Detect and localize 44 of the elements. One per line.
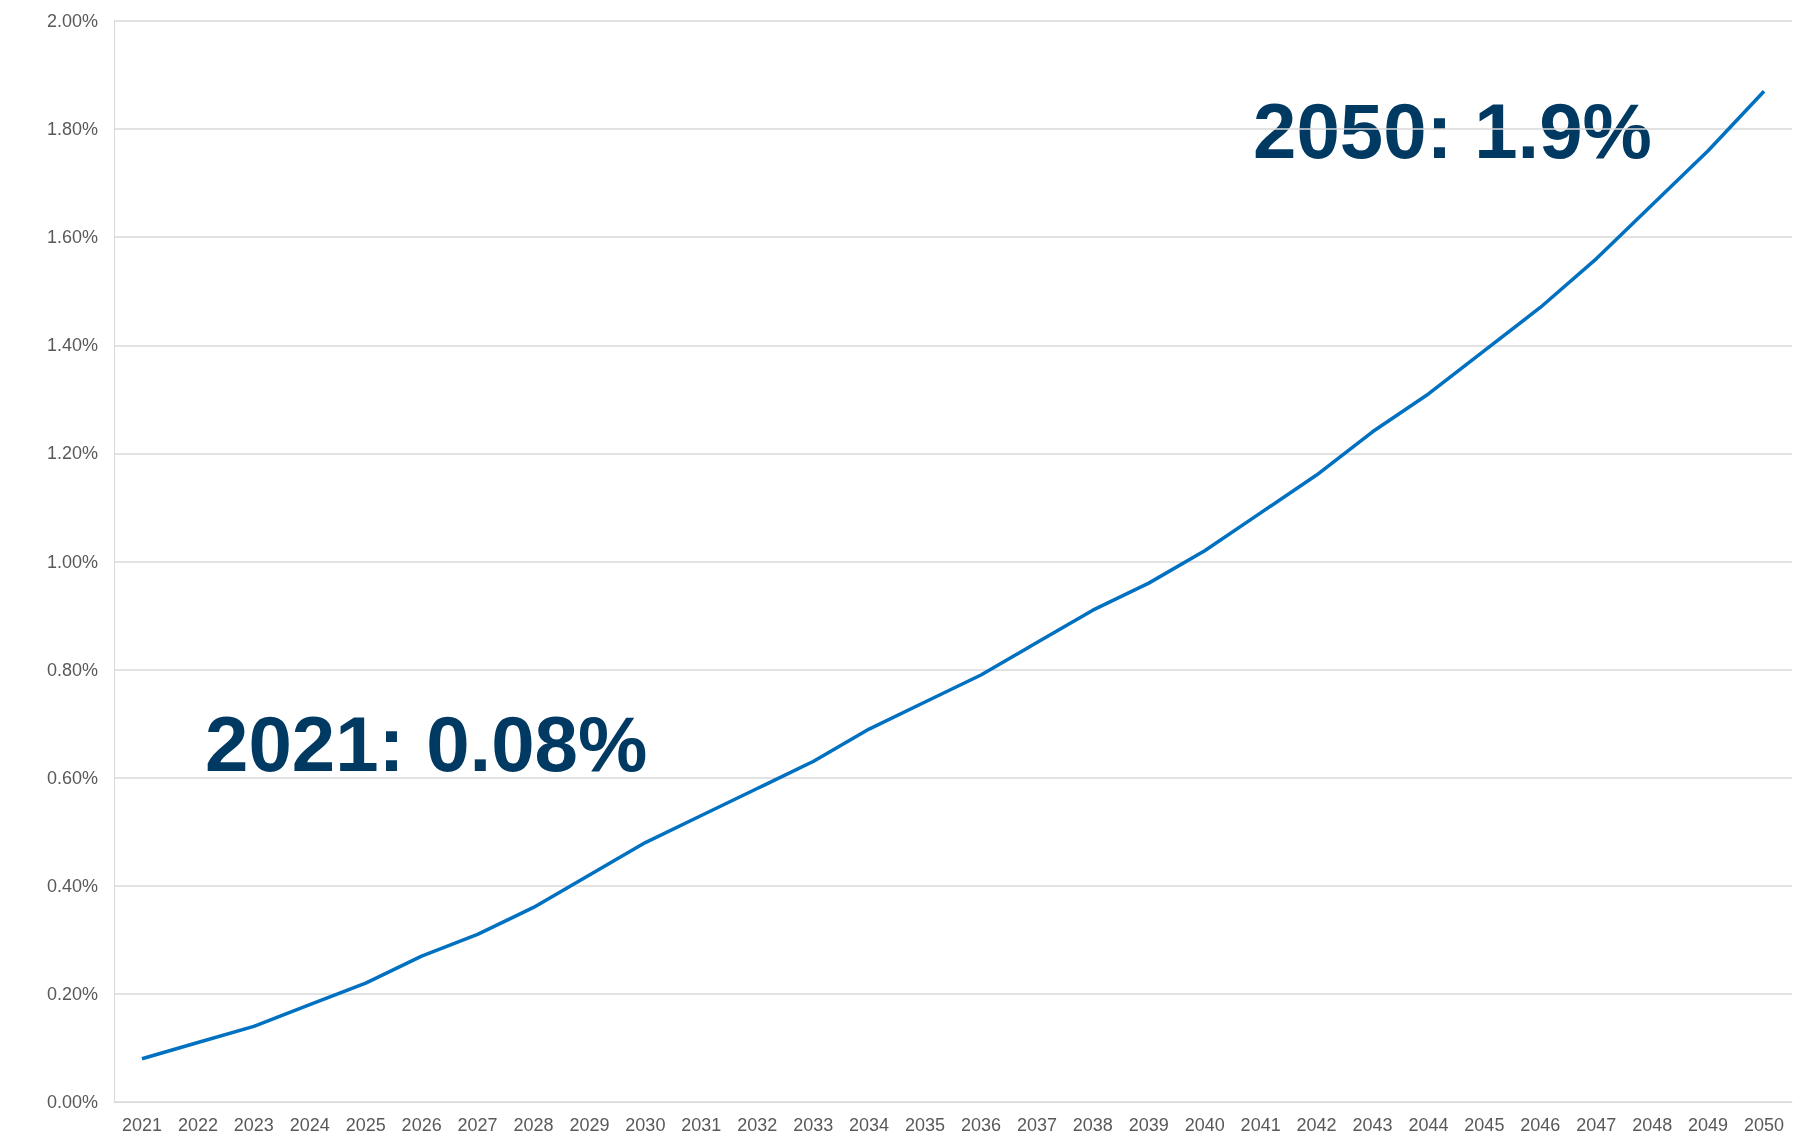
y-tick-label: 2.00% — [46, 11, 98, 31]
line-series — [140, 89, 1766, 1061]
y-tick-label: 0.60% — [46, 767, 98, 788]
x-tick-label: 2026 — [401, 1115, 442, 1135]
x-tick-label: 2050 — [1744, 1115, 1785, 1135]
x-tick-label: 2038 — [1072, 1115, 1113, 1135]
y-tick-label: 1.40% — [46, 335, 98, 356]
x-tick-label: 2040 — [1184, 1115, 1225, 1135]
y-tick-label: 0.00% — [46, 1092, 98, 1112]
x-tick-label: 2032 — [737, 1115, 778, 1135]
x-tick-label: 2036 — [960, 1115, 1001, 1135]
x-tick-label: 2028 — [513, 1115, 554, 1135]
y-tick-label: 1.20% — [46, 443, 98, 464]
x-tick-label: 2025 — [345, 1115, 386, 1135]
x-tick-label: 2044 — [1408, 1115, 1449, 1135]
x-tick-label: 2029 — [569, 1115, 610, 1135]
x-tick-label: 2037 — [1016, 1115, 1057, 1135]
x-tick-label: 2042 — [1296, 1115, 1337, 1135]
x-tick-label: 2033 — [793, 1115, 834, 1135]
x-tick-label: 2047 — [1576, 1115, 1617, 1135]
x-tick-label: 2049 — [1688, 1115, 1729, 1135]
x-tick-label: 2021 — [121, 1115, 162, 1135]
x-tick-label: 2023 — [233, 1115, 274, 1135]
x-tick-label: 2027 — [457, 1115, 498, 1135]
x-tick-label: 2022 — [177, 1115, 218, 1135]
y-tick-label: 1.60% — [46, 227, 98, 248]
x-tick-label: 2045 — [1464, 1115, 1505, 1135]
annotation: 2021: 0.08% — [205, 700, 648, 788]
x-tick-label: 2039 — [1128, 1115, 1169, 1135]
x-tick-label: 2041 — [1240, 1115, 1281, 1135]
x-tick-label: 2048 — [1632, 1115, 1673, 1135]
x-tick-label: 2031 — [681, 1115, 722, 1135]
x-tick-label: 2034 — [849, 1115, 890, 1135]
x-tick-label: 2035 — [905, 1115, 946, 1135]
y-tick-label: 1.00% — [46, 551, 98, 572]
y-tick-label: 1.80% — [46, 119, 98, 140]
x-tick-label: 2043 — [1352, 1115, 1393, 1135]
x-tick-label: 2046 — [1520, 1115, 1561, 1135]
y-tick-label: 0.40% — [46, 875, 98, 896]
y-tick-label: 0.80% — [46, 659, 98, 680]
y-tick-label: 0.20% — [46, 983, 98, 1004]
annotation: 2050: 1.9% — [1253, 87, 1652, 175]
x-tick-label: 2024 — [289, 1115, 330, 1135]
x-tick-label: 2030 — [625, 1115, 666, 1135]
